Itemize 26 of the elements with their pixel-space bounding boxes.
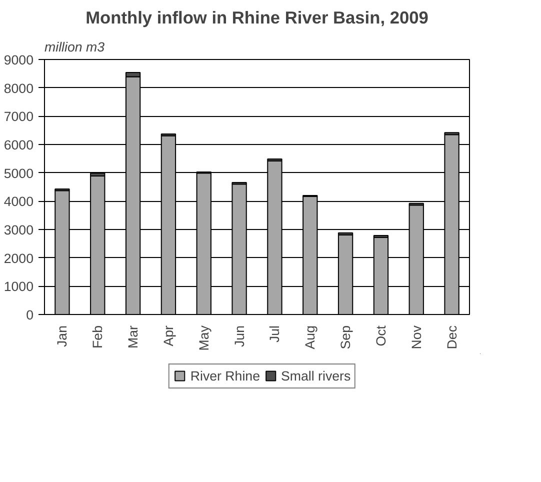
y-tick-label: 4000: [4, 194, 34, 210]
x-tick-label: May: [196, 325, 212, 351]
y-tick-label: 2000: [4, 250, 34, 266]
y-tick-label: 1000: [4, 279, 34, 294]
x-tick-label: Feb: [90, 326, 106, 348]
y-tick-label: 0: [26, 308, 34, 322]
y-tick-label: 3000: [4, 222, 34, 238]
x-tick-label: Jan: [54, 325, 70, 347]
legend-label: River Rhine: [190, 368, 260, 383]
x-tick-label: Oct: [373, 325, 388, 346]
y-tick-label: 5000: [4, 166, 34, 181]
y-tick-label: 8000: [4, 80, 34, 96]
chart-title: Monthly inflow in Rhine River Basin, 2009: [86, 8, 428, 28]
x-tick-label: Aug: [302, 325, 318, 350]
x-tick-label: Jul: [267, 325, 282, 343]
x-tick-label: Dec: [444, 325, 460, 350]
y-tick-label: 7000: [4, 109, 34, 124]
y-tick-label: 6000: [4, 138, 34, 152]
x-tick-label: Nov: [408, 325, 424, 350]
y-tick-label: 9000: [4, 52, 34, 68]
x-tick-label: Sep: [338, 325, 354, 350]
x-tick-label: Jun: [232, 325, 247, 347]
legend-label: Small rivers: [281, 368, 351, 383]
x-tick-label: Mar: [126, 324, 141, 348]
y-axis-title: million m3: [44, 40, 106, 54]
x-tick-label: Apr: [160, 324, 176, 346]
